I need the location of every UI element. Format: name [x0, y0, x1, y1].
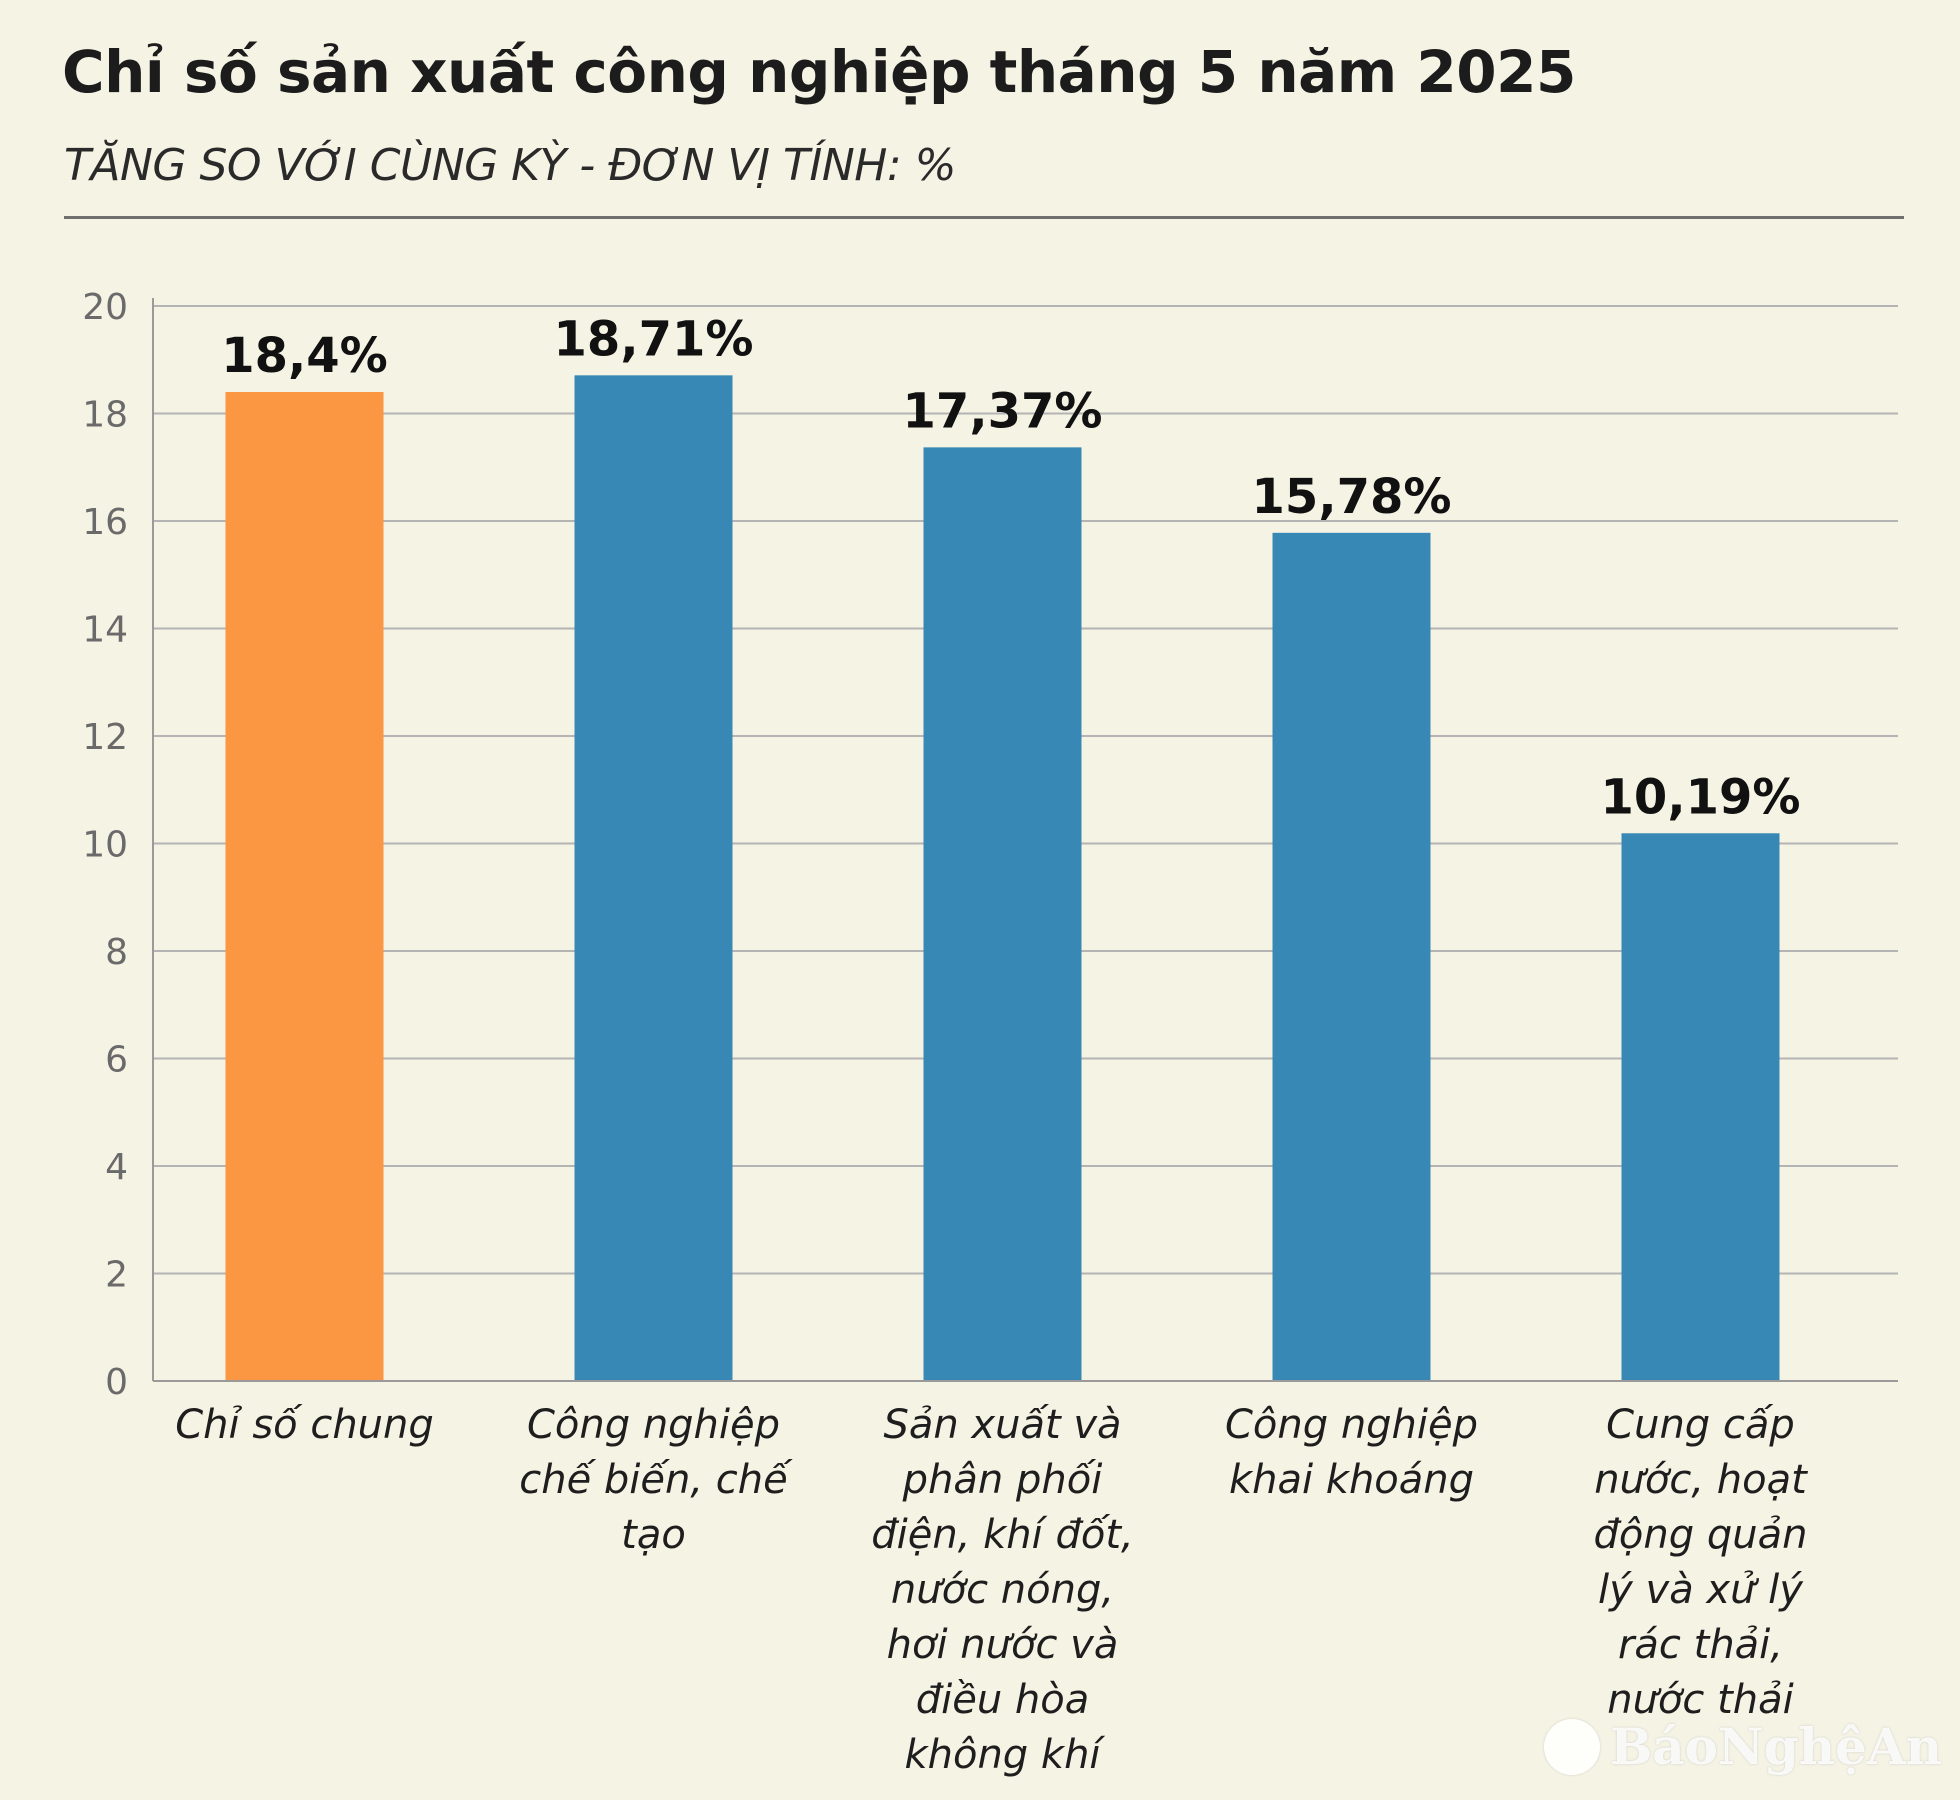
bar: [1621, 833, 1780, 1381]
category-label: Sản xuất và phân phối điện, khí đốt, nước n…: [871, 1402, 1134, 1778]
y-tick-label: 18: [82, 395, 128, 436]
data-label: 17,37%: [903, 383, 1103, 439]
logo-icon: [1544, 1718, 1601, 1775]
y-tick-label: 14: [82, 610, 128, 651]
y-tick-label: 8: [105, 932, 128, 973]
y-tick-label: 0: [105, 1362, 128, 1403]
y-tick-label: 4: [105, 1147, 128, 1188]
y-tick-label: 10: [82, 825, 128, 866]
category-labels: Chỉ số chung Công nghiệp chế biến, chế tạo S…: [175, 1402, 1808, 1778]
chart-title: Chỉ số sản xuất công nghiệp tháng 5 năm …: [62, 38, 1576, 106]
y-tick-label: 2: [105, 1255, 128, 1296]
watermark-text: BáoNghệAn: [1610, 1717, 1942, 1776]
bar: [574, 375, 733, 1381]
y-tick-label: 16: [82, 502, 128, 543]
watermark-logo: BáoNghệAn: [1544, 1717, 1942, 1776]
category-label: Công nghiệp chế biến, chế tạo: [519, 1402, 793, 1558]
bar: [225, 392, 384, 1381]
header-divider: [64, 216, 1904, 219]
data-label: 10,19%: [1601, 769, 1801, 825]
bar: [923, 447, 1082, 1381]
data-label: 18,4%: [221, 328, 388, 384]
y-tick-label: 6: [105, 1040, 128, 1081]
y-axis-ticks: 0 2 4 6 8 10 12 14 16 18 20: [82, 287, 128, 1403]
data-label: 15,78%: [1252, 469, 1452, 525]
data-label: 18,71%: [554, 311, 754, 367]
bars: [225, 375, 1780, 1381]
value-labels: 18,4% 18,71% 17,37% 15,78% 10,19%: [221, 311, 1800, 825]
category-label: Cung cấp nước, hoạt động quản lý và xử lý rá…: [1594, 1402, 1809, 1723]
bar: [1272, 532, 1431, 1381]
y-tick-label: 20: [82, 287, 128, 328]
category-label: Chỉ số chung: [175, 1402, 434, 1448]
category-label: Công nghiệp khai khoáng: [1225, 1402, 1478, 1503]
y-tick-label: 12: [82, 717, 128, 758]
chart-subtitle: TĂNG SO VỚI CÙNG KỲ - ĐƠN VỊ TÍNH: %: [64, 140, 956, 191]
